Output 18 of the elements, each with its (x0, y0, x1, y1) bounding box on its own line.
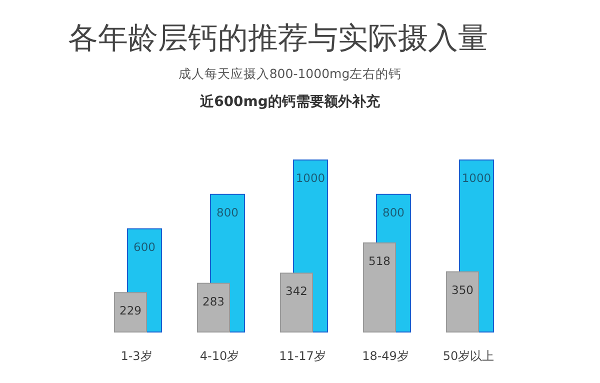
data-label: 600 (134, 240, 156, 254)
data-label: 800 (216, 205, 238, 220)
annotation: 近600mg的钙需要额外补充 (200, 94, 380, 110)
subtitle: 成人每天应摄入800-1000mg左右的钙 (178, 66, 402, 81)
title: 各年龄层钙的推荐与实际摄入量 (68, 21, 488, 56)
data-label: 229 (120, 304, 142, 318)
data-label: 518 (368, 254, 390, 268)
data-label: 350 (452, 282, 474, 297)
data-label: 1000 (296, 171, 326, 185)
x-tick-label: 18-49岁 (362, 349, 409, 363)
data-label: 1000 (462, 171, 492, 185)
x-tick-label: 1-3岁 (120, 349, 152, 363)
data-label: 800 (382, 205, 404, 220)
data-label: 342 (286, 284, 308, 298)
x-tick-label: 11-17岁 (279, 349, 326, 363)
x-tick-label: 4-10岁 (200, 349, 240, 363)
x-tick-label: 50岁以上 (442, 349, 494, 363)
data-label: 283 (202, 294, 224, 308)
